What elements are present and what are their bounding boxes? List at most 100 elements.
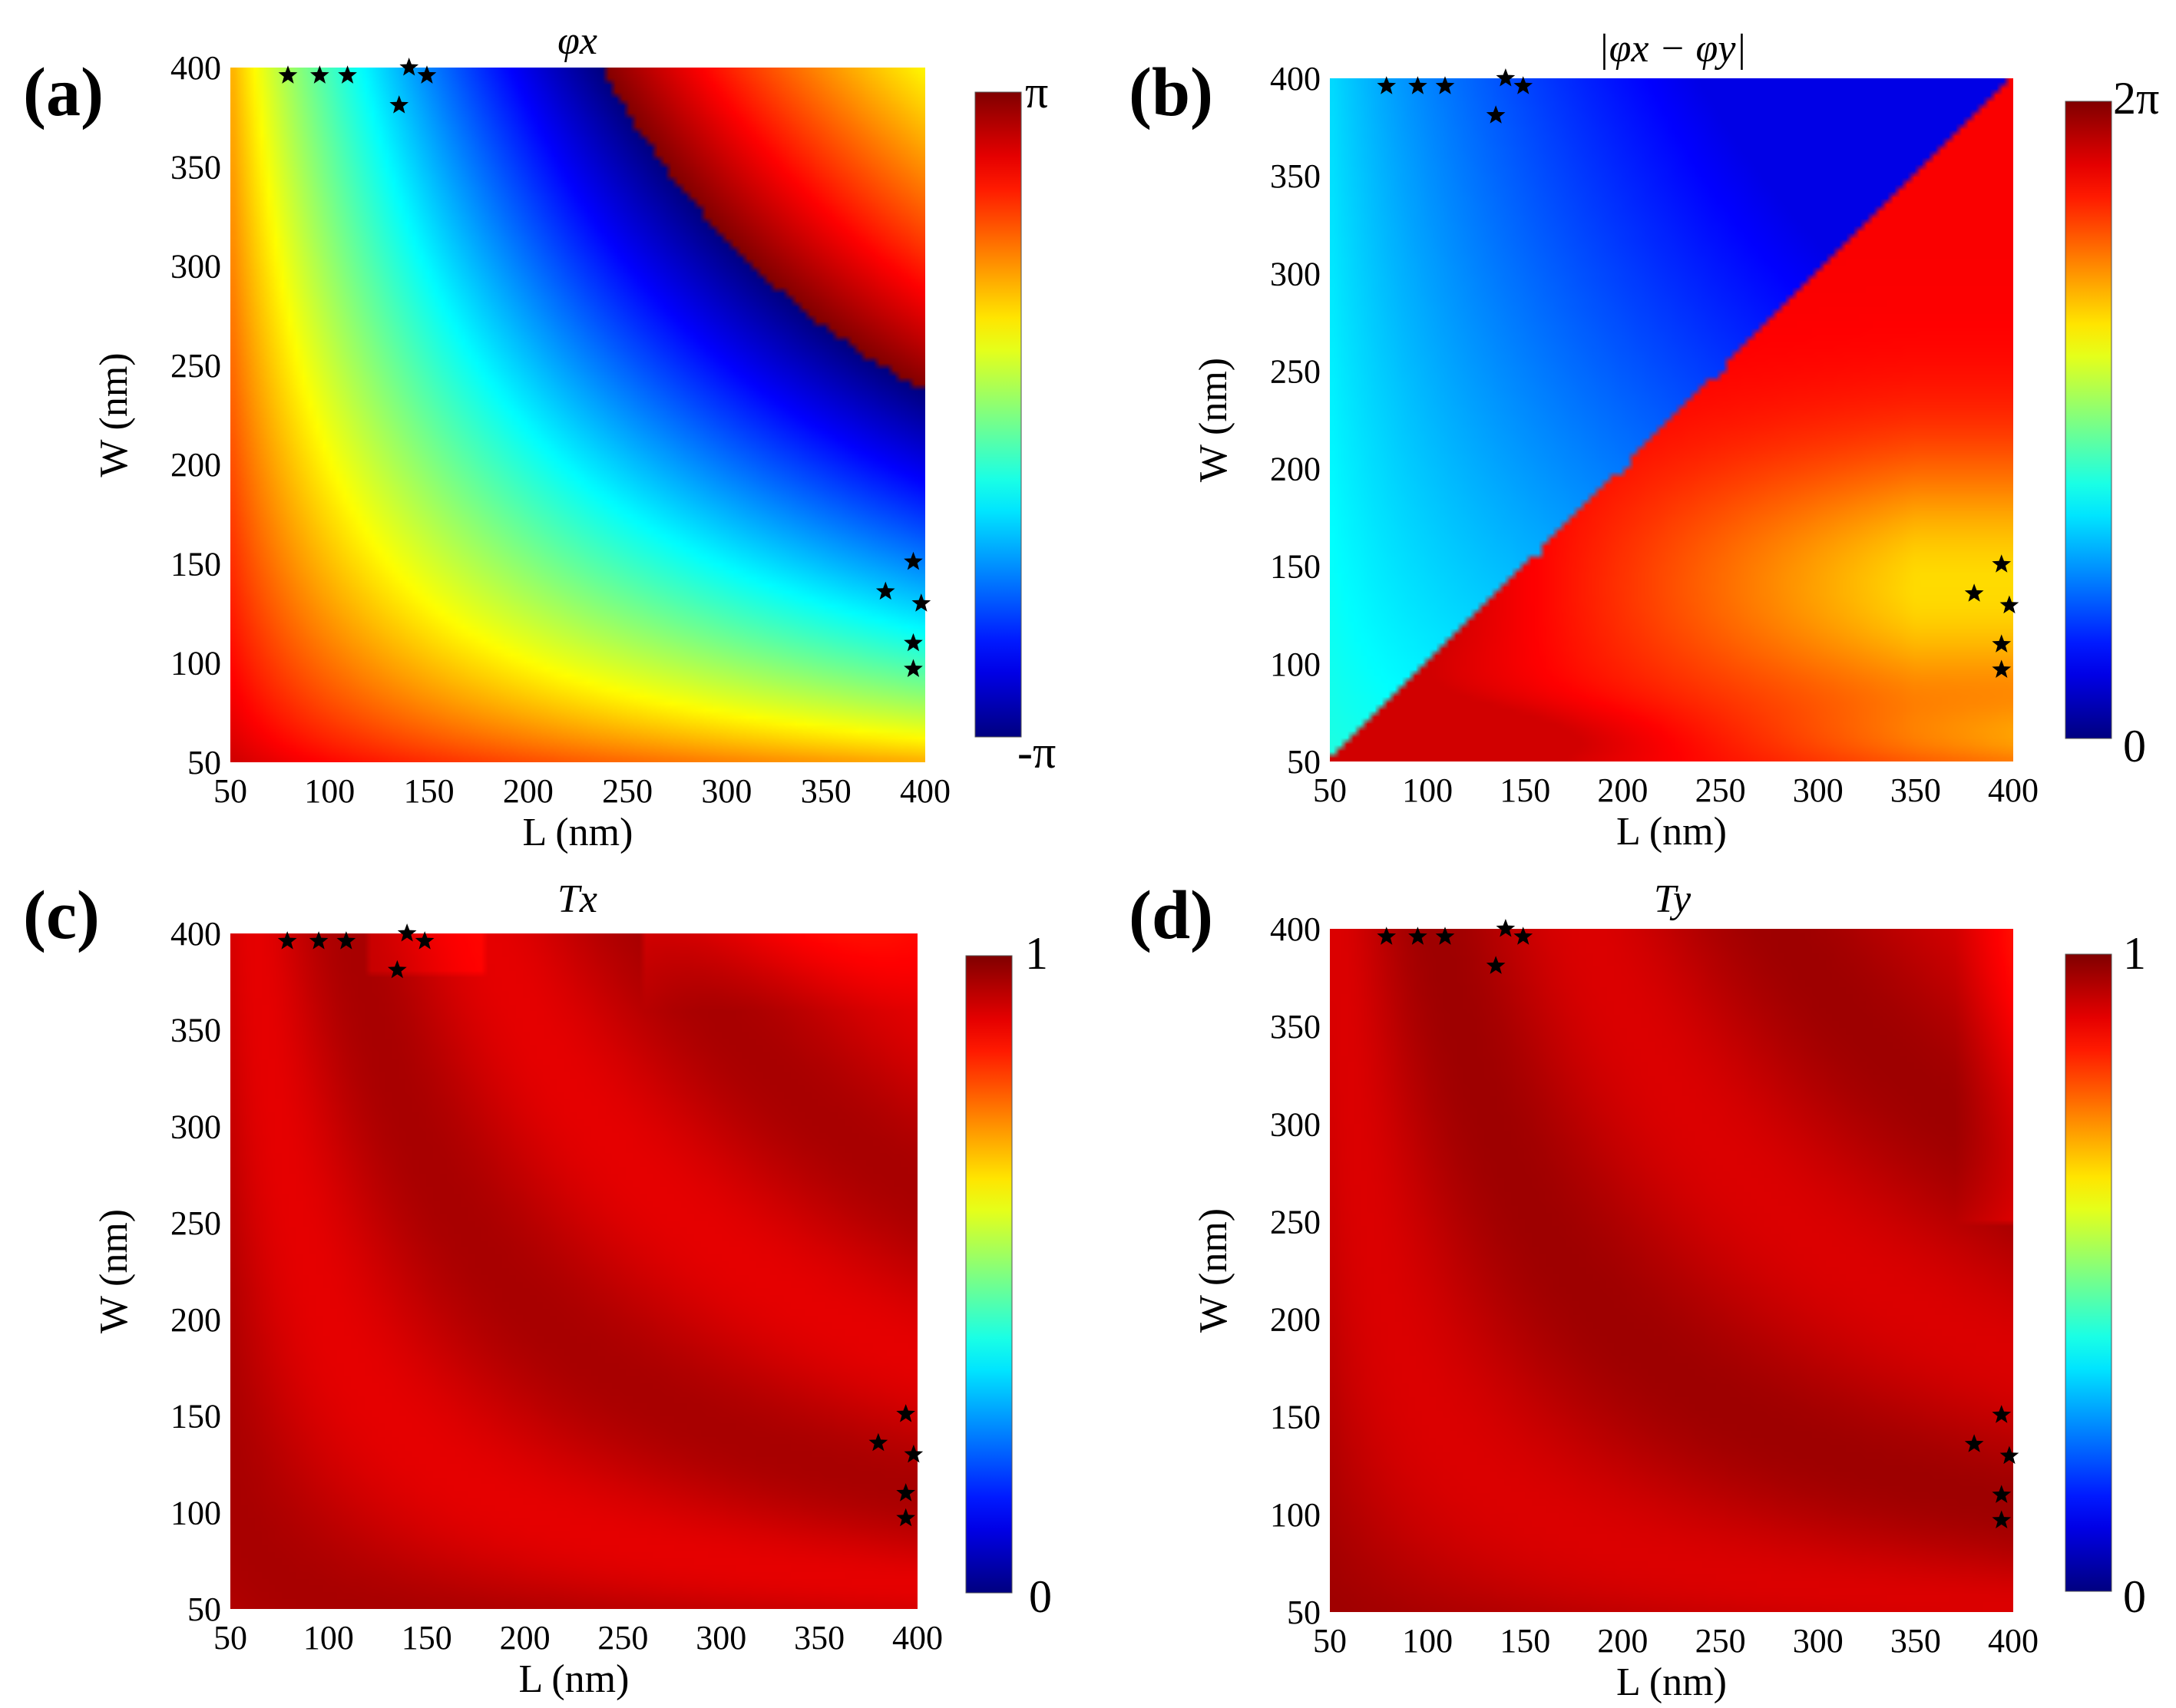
- x-tick-label: 200: [500, 1619, 551, 1657]
- x-tick-label: 150: [1500, 1622, 1550, 1660]
- x-tick-label: 300: [1793, 771, 1844, 809]
- star-marker: [397, 923, 417, 942]
- star-marker: [1408, 927, 1427, 945]
- y-tick-label: 150: [1270, 548, 1321, 586]
- panel-2: (c) Tx 50 100 150 200 250 300 350 400 50 100 150 200 2…: [23, 877, 1052, 1701]
- heatmap-image: [230, 933, 918, 1609]
- x-tick-label: 350: [801, 772, 852, 810]
- y-tick-label: 100: [170, 1494, 221, 1531]
- star-marker: [388, 960, 407, 979]
- star-marker: [911, 593, 931, 612]
- star-marker: [310, 65, 329, 84]
- heatmap-image: [230, 68, 925, 762]
- star-marker: [1377, 76, 1397, 94]
- x-tick-label: 250: [602, 772, 653, 810]
- colorbar-max-label: 1: [2123, 928, 2146, 979]
- plot-title: φx: [557, 19, 597, 63]
- y-tick-label: 400: [1270, 910, 1321, 948]
- y-tick-label: 350: [170, 148, 221, 186]
- y-axis-label: W (nm): [92, 352, 136, 477]
- x-tick-label: 300: [701, 772, 752, 810]
- x-tick-label: 100: [1402, 1622, 1453, 1660]
- star-marker: [1999, 1445, 2019, 1465]
- y-tick-label: 50: [1287, 743, 1321, 781]
- y-tick-label: 200: [1270, 451, 1321, 488]
- panel-letter: (a): [23, 55, 104, 130]
- panel-letter: (d): [1129, 877, 1213, 953]
- y-tick-label: 350: [1270, 1008, 1321, 1046]
- star-marker: [1992, 1485, 2012, 1503]
- y-tick-label: 200: [170, 1301, 221, 1339]
- colorbar-min-label: 0: [2123, 721, 2146, 771]
- star-marker: [277, 931, 297, 950]
- x-tick-label: 150: [402, 1619, 452, 1657]
- y-tick-label: 350: [170, 1012, 221, 1049]
- y-tick-label: 250: [1270, 1203, 1321, 1241]
- heatmap-image: [1330, 929, 2013, 1612]
- y-tick-label: 300: [170, 248, 221, 286]
- star-marker: [896, 1508, 915, 1527]
- star-marker: [1435, 927, 1455, 945]
- x-tick-label: 50: [1313, 771, 1347, 809]
- panel-letter: (c): [23, 877, 100, 953]
- star-marker: [1999, 595, 2019, 614]
- x-tick-label: 50: [213, 772, 247, 810]
- star-marker: [1964, 1434, 1984, 1452]
- plot-title: |φx − φy|: [1598, 27, 1746, 71]
- x-tick-label: 300: [1793, 1622, 1844, 1660]
- star-marker: [1486, 956, 1506, 974]
- x-axis-label: L (nm): [519, 1657, 630, 1701]
- y-axis-label: W (nm): [1192, 358, 1235, 482]
- y-tick-label: 100: [1270, 1496, 1321, 1534]
- y-tick-label: 200: [1270, 1301, 1321, 1339]
- y-axis-label: W (nm): [1192, 1208, 1235, 1333]
- star-marker: [875, 581, 895, 600]
- star-marker: [904, 659, 923, 677]
- star-marker: [1496, 919, 1516, 937]
- star-marker: [1964, 583, 1984, 602]
- y-tick-label: 100: [1270, 646, 1321, 683]
- colorbar-min-label: 0: [1029, 1571, 1052, 1622]
- x-axis-label: L (nm): [523, 811, 633, 854]
- plot-title: Ty: [1654, 877, 1692, 921]
- panel-letter: (b): [1129, 55, 1213, 130]
- x-tick-label: 200: [503, 772, 554, 810]
- x-tick-label: 250: [597, 1619, 648, 1657]
- y-axis-label: W (nm): [92, 1209, 136, 1333]
- panel-3: (d) Ty 50 100 150 200 250 300 350 400 50 100 150 200 2…: [1129, 877, 2146, 1704]
- x-tick-label: 250: [1695, 771, 1746, 809]
- x-tick-label: 200: [1597, 771, 1648, 809]
- star-marker: [417, 65, 437, 84]
- x-tick-label: 350: [1890, 1622, 1941, 1660]
- star-marker: [1992, 1510, 2012, 1528]
- star-marker: [399, 58, 419, 76]
- star-marker: [278, 65, 298, 84]
- star-marker: [904, 551, 923, 570]
- y-tick-label: 350: [1270, 157, 1321, 195]
- y-tick-label: 100: [170, 645, 221, 682]
- y-tick-label: 200: [170, 446, 221, 484]
- x-tick-label: 150: [404, 772, 455, 810]
- x-axis-label: L (nm): [1616, 1660, 1727, 1704]
- star-marker: [309, 931, 329, 950]
- star-marker: [338, 65, 357, 84]
- colorbar: [2065, 953, 2112, 1592]
- x-tick-label: 350: [794, 1619, 845, 1657]
- star-marker: [1513, 76, 1533, 94]
- x-tick-label: 250: [1695, 1622, 1746, 1660]
- star-marker: [389, 95, 409, 114]
- star-marker: [1992, 659, 2012, 678]
- colorbar: [974, 91, 1022, 738]
- y-tick-label: 400: [170, 49, 221, 87]
- star-marker: [1992, 1405, 2012, 1423]
- heatmap-image: [1330, 78, 2013, 761]
- y-tick-label: 400: [1270, 60, 1321, 97]
- star-marker: [904, 1444, 924, 1463]
- y-tick-label: 400: [170, 915, 221, 953]
- colorbar-max-label: π: [1025, 67, 1048, 117]
- star-marker: [904, 633, 923, 652]
- x-tick-label: 400: [892, 1619, 943, 1657]
- star-marker: [896, 1404, 915, 1422]
- x-tick-label: 150: [1500, 771, 1550, 809]
